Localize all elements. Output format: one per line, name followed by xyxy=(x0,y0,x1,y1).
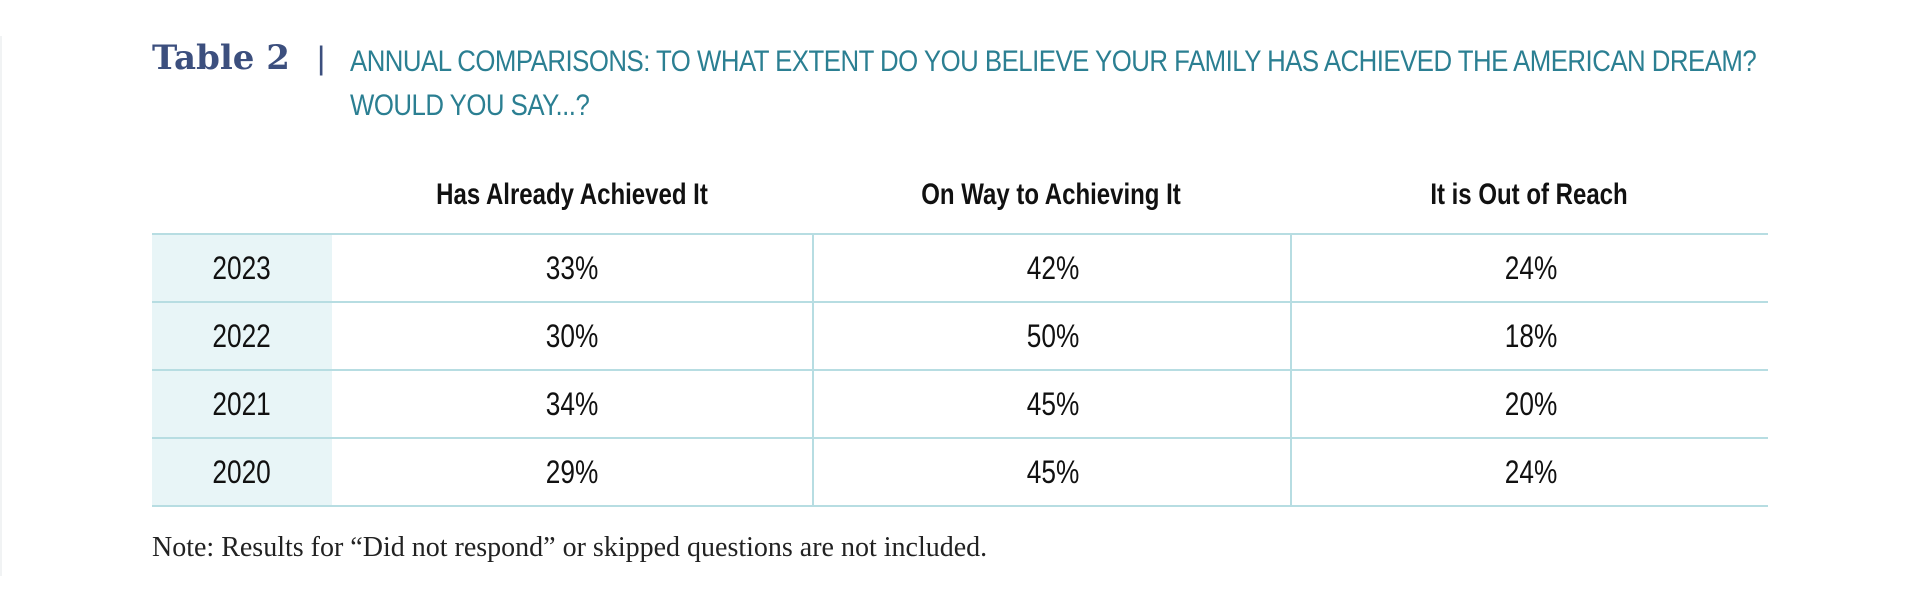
table-title-text: ANNUAL COMPARISONS: TO WHAT EXTENT DO YO… xyxy=(350,45,1757,122)
row-header-year: 2023 xyxy=(152,235,332,301)
table-cell: 18% xyxy=(1290,303,1770,369)
page-edge-rule xyxy=(0,36,2,576)
data-table: Has Already Achieved It On Way to Achiev… xyxy=(152,165,1768,507)
table-body: 2023 33% 42% 24% 2022 30% 50% 18% 2021 3… xyxy=(152,233,1768,507)
table-number-label: Table 2 xyxy=(152,38,290,78)
row-header-year: 2022 xyxy=(152,303,332,369)
table-cell: 50% xyxy=(812,303,1292,369)
table-cell: 45% xyxy=(812,439,1292,505)
column-header-on-way: On Way to Achieving It xyxy=(921,178,1181,211)
table-footnote: Note: Results for “Did not respond” or s… xyxy=(152,532,988,563)
table-cell: 20% xyxy=(1290,371,1770,437)
table-cell: 34% xyxy=(545,386,599,422)
table-cell: 30% xyxy=(545,318,599,354)
table-row: 2022 30% 50% 18% xyxy=(152,303,1768,371)
table-cell: 24% xyxy=(1290,439,1770,505)
column-header-out-of-reach: It is Out of Reach xyxy=(1430,178,1628,211)
table-cell: 45% xyxy=(812,371,1292,437)
table-row: 2023 33% 42% 24% xyxy=(152,235,1768,303)
row-header-year: 2020 xyxy=(152,439,332,505)
table-cell: 29% xyxy=(545,454,599,490)
table-cell: 33% xyxy=(545,250,599,286)
table-cell: 24% xyxy=(1290,235,1770,301)
column-header-already-achieved: Has Already Achieved It xyxy=(436,178,708,211)
title-separator: | xyxy=(317,40,326,76)
table-row: 2020 29% 45% 24% xyxy=(152,439,1768,507)
table-header-row: Has Already Achieved It On Way to Achiev… xyxy=(152,165,1768,233)
table-cell: 42% xyxy=(812,235,1292,301)
table-row: 2021 34% 45% 20% xyxy=(152,371,1768,439)
row-header-year: 2021 xyxy=(152,371,332,437)
